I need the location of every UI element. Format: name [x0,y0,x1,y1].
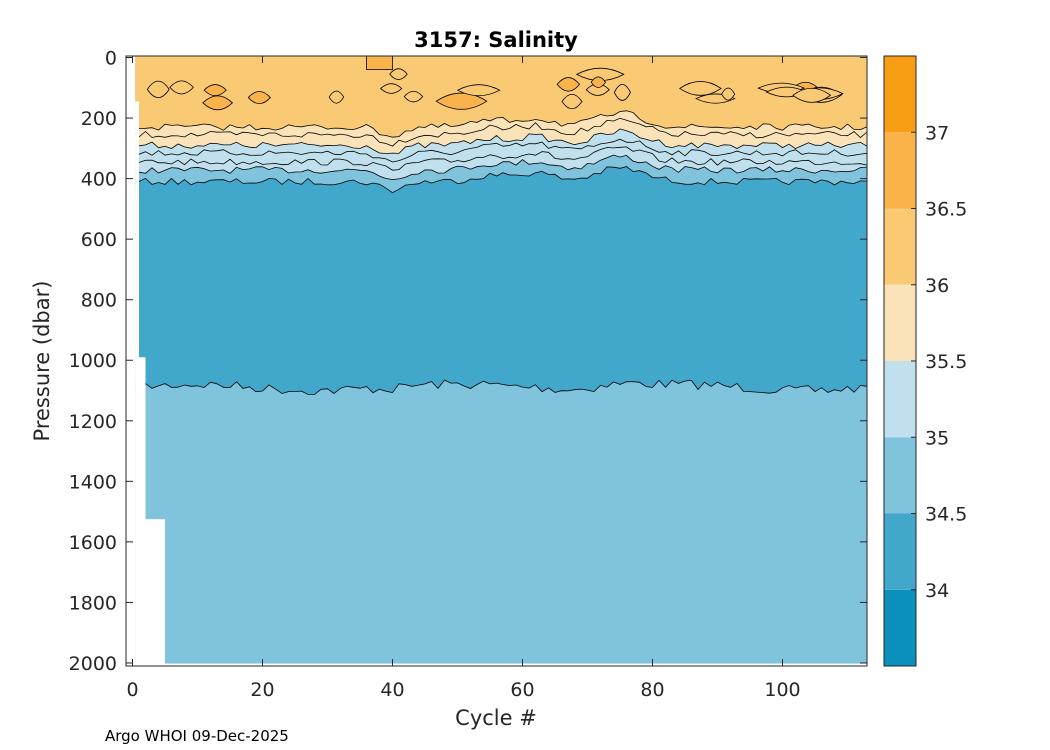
surface-patch [247,91,271,105]
colorbar-swatch [884,513,916,590]
surface-patch [679,81,722,96]
contour-line-35 [125,154,868,180]
colorbar-swatch [884,361,916,438]
contour-line-35.1 [125,146,868,171]
colorbar-swatch [884,56,916,133]
plot-frame [125,55,868,667]
x-tick-label: 80 [640,679,664,701]
y-tick-label: 0 [105,48,117,70]
surface-patch [203,84,227,97]
colorbar-swatch [884,437,916,514]
colorbar-swatch [884,208,916,285]
no-data-mask [126,56,867,667]
x-tick-label: 20 [250,679,274,701]
no-data-bottom-strip [165,663,867,666]
x-tick-label: 40 [380,679,404,701]
colorbar-tick-label: 35.5 [925,351,967,373]
no-data-cycles-2-4 [145,519,165,666]
y-axis: 0 200 400 600 800 1000 1200 1400 1600 1800 2000 [69,48,867,675]
footnote: Argo WHOI 09-Dec-2025 [105,727,289,745]
y-tick-label: 2000 [69,653,117,675]
x-axis-label: Cycle # [455,706,537,730]
chart-title: 3157: Salinity [414,28,578,52]
surface-patch [380,83,403,94]
contour-line-35.5 [125,128,868,154]
no-data-left-edge [126,56,136,666]
x-tick-label: 60 [510,679,534,701]
surface-patch [435,92,488,110]
colorbar-tick-label: 36.5 [925,199,967,221]
contour-fills [126,56,867,666]
colorbar-tick-label: 34.5 [925,504,967,526]
y-tick-label: 1800 [69,592,117,614]
surface-patch [590,76,606,88]
colorbar-tick-label: 37 [925,122,949,144]
colorbar-swatch [884,284,916,361]
surface-patch [169,80,194,95]
y-tick-label: 600 [81,229,117,251]
y-tick-label: 1000 [69,350,117,372]
y-axis-label: Pressure (dbar) [30,281,54,442]
surface-patch [403,90,424,103]
surface-patch [456,84,501,97]
surface-patch [328,90,345,104]
colorbar-swatch [884,132,916,209]
x-tick-label: 0 [126,679,138,701]
surface-patch [202,95,234,111]
colorbar-swatch [884,589,916,666]
colorbar: 34 34.5 35 35.5 36 36.5 37 [884,56,967,666]
colorbar-tick-label: 34 [925,580,949,602]
surface-patch [556,77,581,92]
contour-lines [125,55,868,395]
y-tick-label: 200 [81,108,117,130]
y-tick-label: 1600 [69,532,117,554]
y-tick-label: 1200 [69,411,117,433]
colorbar-tick-label: 36 [925,275,949,297]
surface-patch [792,87,832,103]
contour-line-35.3 [125,138,868,163]
x-axis: 0 20 40 60 80 100 [126,56,801,701]
y-tick-label: 1400 [69,471,117,493]
colorbar-tick-label: 35 [925,427,949,449]
y-tick-label: 800 [81,290,117,312]
no-data-cycle-1 [139,357,146,666]
surface-patch [389,68,408,80]
surface-patch [575,67,625,82]
surface-patch [561,93,583,110]
colorbar-frame [883,55,917,667]
contour-line-36 [125,110,868,138]
contour-line-35.9 [125,117,868,147]
x-tick-label: 100 [764,679,800,701]
surface-patch [613,83,631,101]
contour-line-34.5 [125,379,868,395]
no-data-cycle-0 [135,101,139,667]
surface-patch [721,87,736,101]
contour-line-34.7 [125,166,868,194]
y-tick-label: 400 [81,169,117,191]
plot-area [125,55,868,667]
surface-patch [146,80,170,99]
contour-fill-36 [126,56,867,138]
surface-patch-orange [366,55,393,71]
